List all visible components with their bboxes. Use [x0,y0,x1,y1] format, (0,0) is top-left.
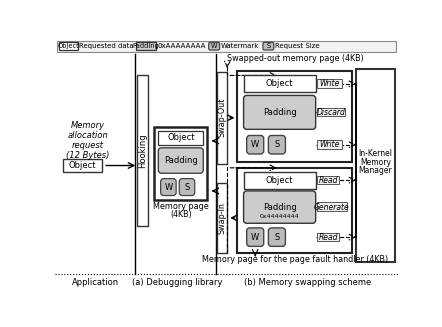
FancyBboxPatch shape [217,72,227,164]
Text: W: W [251,232,259,242]
Text: (a) Debugging library: (a) Debugging library [133,278,223,287]
FancyBboxPatch shape [158,148,203,173]
FancyBboxPatch shape [136,42,156,50]
FancyBboxPatch shape [217,183,227,252]
Text: Manager: Manager [358,166,392,175]
FancyBboxPatch shape [244,191,316,223]
Text: Hooking: Hooking [138,133,147,168]
FancyBboxPatch shape [268,228,286,246]
FancyBboxPatch shape [57,41,396,52]
FancyBboxPatch shape [209,42,220,50]
Text: Read: Read [318,232,338,242]
Text: Swap-In: Swap-In [218,202,227,234]
Text: Generate: Generate [314,203,350,212]
Text: 0xAAAAAAAA: 0xAAAAAAAA [157,43,206,49]
FancyBboxPatch shape [244,172,316,189]
FancyBboxPatch shape [137,76,148,226]
Text: W: W [211,43,217,49]
FancyBboxPatch shape [317,232,339,241]
Text: (12 Bytes): (12 Bytes) [66,151,110,160]
Text: (4KB): (4KB) [170,210,192,218]
FancyBboxPatch shape [160,179,176,196]
Text: In-Kernel: In-Kernel [358,149,392,159]
Text: allocation: allocation [68,131,108,140]
Text: S: S [184,182,190,192]
Text: Padding: Padding [164,156,198,165]
FancyBboxPatch shape [263,42,274,50]
Text: Request Size: Request Size [275,43,320,49]
FancyBboxPatch shape [154,127,207,200]
FancyBboxPatch shape [247,228,264,246]
Text: W: W [251,140,259,149]
FancyBboxPatch shape [247,135,264,154]
Text: Object: Object [167,133,194,142]
Text: 0x44444444: 0x44444444 [260,214,299,219]
Text: Swap-Out: Swap-Out [218,98,227,137]
Text: Memory: Memory [71,121,105,130]
Text: W: W [164,182,172,192]
FancyBboxPatch shape [158,131,203,145]
Text: Write: Write [320,79,340,88]
Text: Object: Object [266,176,293,185]
Text: (b) Memory swapping scheme: (b) Memory swapping scheme [244,278,371,287]
Text: Object: Object [69,161,96,170]
Text: Padding: Padding [133,43,159,49]
FancyBboxPatch shape [63,159,102,172]
FancyBboxPatch shape [317,176,339,184]
Text: Object: Object [57,43,79,49]
Text: Write: Write [320,140,340,149]
Text: Memory page for the page fault handler (4KB): Memory page for the page fault handler (… [202,255,389,264]
FancyBboxPatch shape [179,179,195,196]
Text: Padding: Padding [263,203,297,212]
Text: Watermark: Watermark [221,43,259,49]
FancyBboxPatch shape [317,202,347,211]
FancyBboxPatch shape [317,79,342,88]
FancyBboxPatch shape [268,135,286,154]
FancyBboxPatch shape [237,168,352,252]
Text: Padding: Padding [263,108,297,117]
FancyBboxPatch shape [237,71,352,162]
FancyBboxPatch shape [317,140,342,148]
Text: Memory page: Memory page [153,202,209,211]
Text: Read: Read [318,176,338,185]
Text: S: S [274,140,279,149]
Text: Application: Application [72,278,119,287]
FancyBboxPatch shape [244,76,316,92]
Text: Object: Object [266,79,293,88]
Text: S: S [267,43,271,49]
Text: Requested data: Requested data [79,43,134,49]
Text: Memory: Memory [360,158,391,167]
FancyBboxPatch shape [356,69,395,262]
Text: Swapped-out memory page (4KB): Swapped-out memory page (4KB) [227,54,364,63]
FancyBboxPatch shape [317,108,345,116]
FancyBboxPatch shape [59,42,78,50]
Text: request: request [72,141,104,150]
Text: S: S [274,232,279,242]
Text: Discard: Discard [317,108,346,117]
FancyBboxPatch shape [244,95,316,129]
